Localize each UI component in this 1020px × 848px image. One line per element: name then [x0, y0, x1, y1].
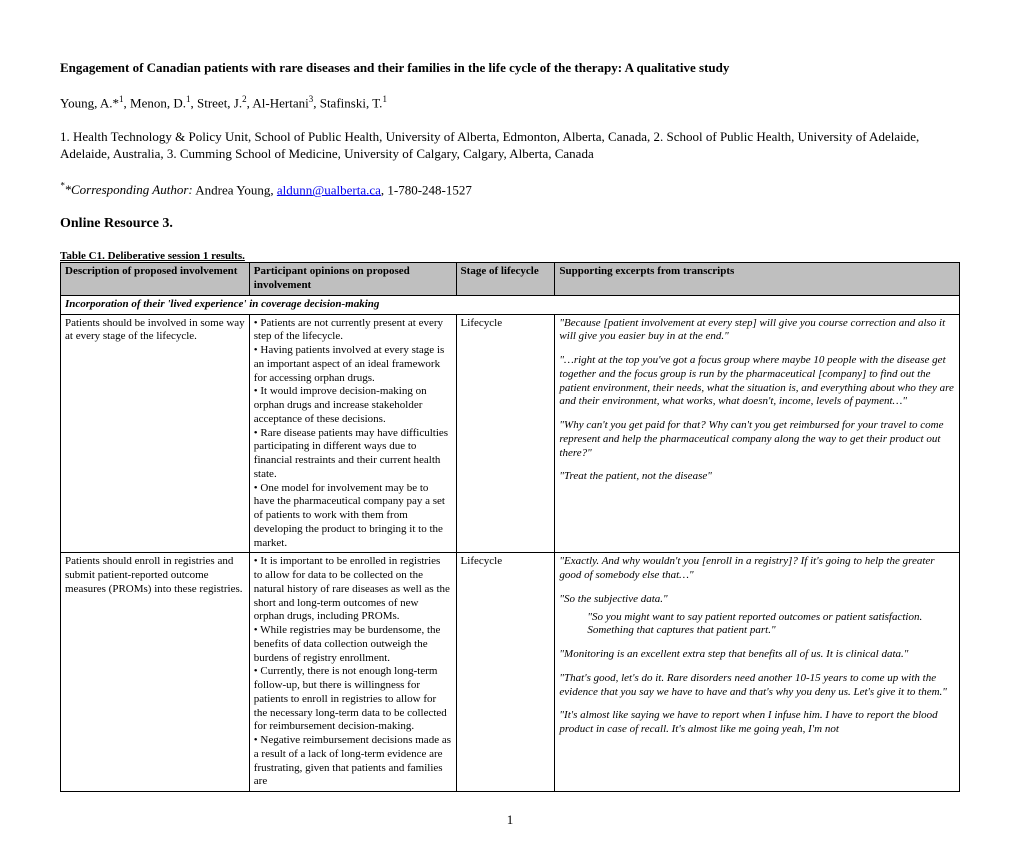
corresponding-label: **Corresponding Author:: [60, 182, 193, 197]
page-number: 1: [60, 812, 960, 828]
cell-opinions: • Patients are not currently present at …: [249, 314, 456, 553]
table-header-row: Description of proposed involvement Part…: [61, 263, 960, 296]
section-row: Incorporation of their 'lived experience…: [61, 295, 960, 314]
corresponding-phone: , 1-780-248-1527: [381, 182, 472, 197]
cell-stage: Lifecycle: [456, 314, 555, 553]
affiliations: 1. Health Technology & Policy Unit, Scho…: [60, 129, 960, 163]
results-table: Description of proposed involvement Part…: [60, 262, 960, 792]
table-caption: Table C1. Deliberative session 1 results…: [60, 250, 960, 262]
header-description: Description of proposed involvement: [61, 263, 250, 296]
corresponding-email-link[interactable]: aldunn@ualberta.ca: [277, 182, 381, 197]
cell-opinions: • It is important to be enrolled in regi…: [249, 553, 456, 792]
cell-excerpts: "Because [patient involvement at every s…: [555, 314, 960, 553]
cell-description: Patients should be involved in some way …: [61, 314, 250, 553]
resource-heading: Online Resource 3.: [60, 216, 960, 232]
corresponding-author: **Corresponding Author: Andrea Young, al…: [60, 181, 960, 198]
section-title: Incorporation of their 'lived experience…: [61, 295, 960, 314]
header-stage: Stage of lifecycle: [456, 263, 555, 296]
header-opinions: Participant opinions on proposed involve…: [249, 263, 456, 296]
header-excerpts: Supporting excerpts from transcripts: [555, 263, 960, 296]
corresponding-name: Andrea Young,: [193, 182, 277, 197]
cell-stage: Lifecycle: [456, 553, 555, 792]
paper-title: Engagement of Canadian patients with rar…: [60, 60, 960, 76]
table-row: Patients should enroll in registries and…: [61, 553, 960, 792]
table-row: Patients should be involved in some way …: [61, 314, 960, 553]
cell-description: Patients should enroll in registries and…: [61, 553, 250, 792]
cell-excerpts: "Exactly. And why wouldn't you [enroll i…: [555, 553, 960, 792]
authors-line: Young, A.*1, Menon, D.1, Street, J.2, Al…: [60, 94, 960, 111]
